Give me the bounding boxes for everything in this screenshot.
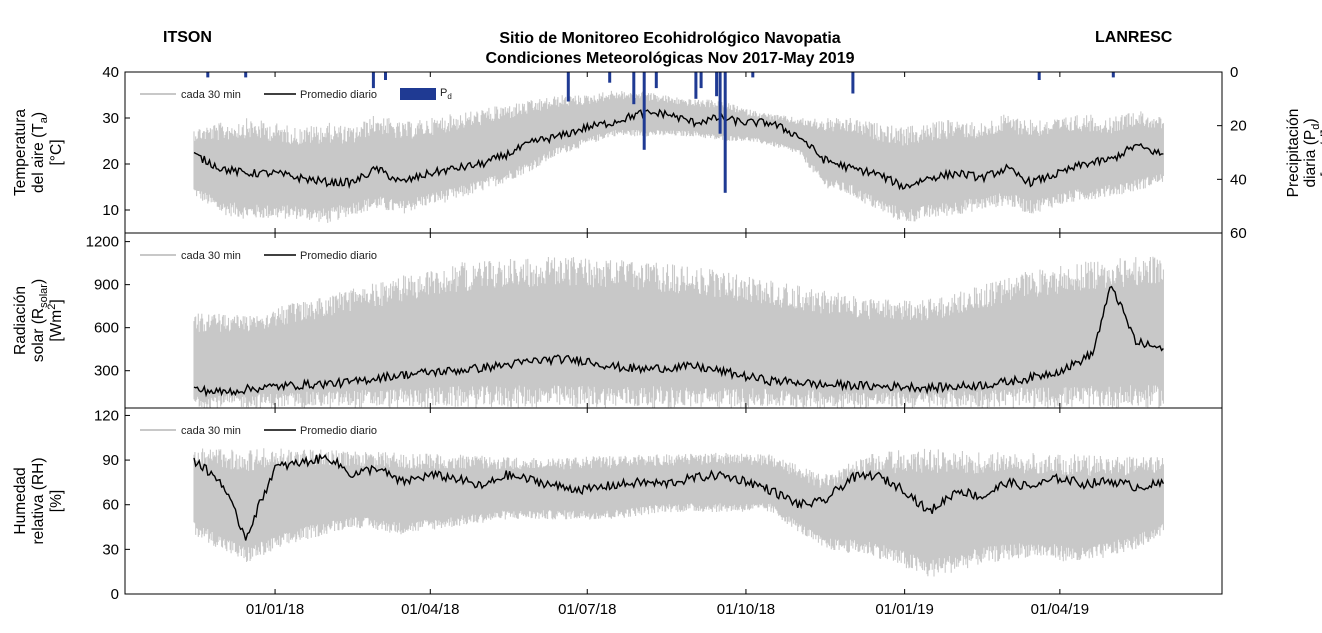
legend-humidity: cada 30 min Promedio diario — [140, 425, 377, 437]
right-y-tick-label: 20 — [1230, 118, 1247, 135]
y-label-line-2: relativa (RH) — [30, 458, 47, 545]
panel-temperature-plot-area — [193, 72, 1164, 223]
y-tick-label: 40 — [102, 64, 119, 81]
precip-bar — [384, 72, 387, 80]
legend-temperature: cada 30 min Promedio diario Pd — [140, 87, 452, 101]
y-tick-label: 0 — [111, 586, 119, 603]
x-tick-label: 01/01/18 — [246, 601, 304, 618]
precip-bar — [632, 72, 636, 105]
precip-bar — [694, 72, 698, 99]
precip-bar — [654, 72, 658, 89]
right-y-label-line-2: diaria (Pd) — [1302, 118, 1322, 187]
right-y-label-line-1: Precipitación — [1285, 109, 1302, 198]
y-label-line-3: [°C] — [48, 139, 65, 165]
series-promedio-diario — [193, 285, 1164, 398]
precip-bar — [566, 72, 570, 102]
precip-bar — [715, 72, 719, 97]
series-promedio-diario — [193, 108, 1164, 191]
y-label-line-2: del aire (Ta) — [30, 112, 50, 193]
precip-bar — [244, 72, 248, 78]
panel-radiation-plot-area — [193, 256, 1164, 408]
y-tick-label: 10 — [102, 202, 119, 219]
precip-bar — [718, 72, 722, 134]
y-label-line-3: [Wm2] — [46, 299, 65, 341]
legend-label-daily: Promedio diario — [300, 425, 377, 437]
right-y-tick-label: 0 — [1230, 64, 1238, 81]
panel-temperature: 0 20 40 60 Precipitación diaria (Pd)[mm/d] 10 2… — [12, 64, 1322, 242]
y-tick-label: 30 — [102, 110, 119, 127]
panel-radiation: 300 600 900 1200 Radiación solar (Rsolar)[Wm2… — [12, 232, 1223, 409]
panel-humidity: 0 30 60 90 120 01/01/18 01/04/18 01/07/18 01/10/… — [12, 407, 1223, 618]
legend-label-raw: cada 30 min — [181, 89, 241, 101]
y-label-line-2: solar (Rsolar) — [30, 279, 50, 362]
y-tick-label: 60 — [102, 497, 119, 514]
y-tick-label: 600 — [94, 320, 119, 337]
y-label-line-1: Radiación — [12, 286, 29, 355]
right-y-tick-label: 60 — [1230, 225, 1247, 242]
y-axis-label-humidity: Humedad relativa (RH) [%] — [12, 458, 65, 545]
legend-label-raw: cada 30 min — [181, 250, 241, 262]
right-y-axis-label: Precipitación diaria (Pd)[mm/d] — [1285, 109, 1322, 198]
y-label-line-3: [%] — [48, 490, 65, 512]
figure-title: Sitio de Monitoreo Ecohidrológico Navopa… — [499, 30, 841, 47]
precip-bar — [371, 72, 375, 89]
series-cada-30-min — [193, 90, 1164, 223]
right-y-label-line-3: [mm/d] — [1319, 129, 1322, 176]
legend-label-daily: Promedio diario — [300, 250, 377, 262]
y-tick-label: 20 — [102, 156, 119, 173]
y-tick-label: 900 — [94, 277, 119, 294]
precip-bar — [1111, 72, 1115, 78]
y-tick-label: 1200 — [86, 234, 119, 251]
legend-swatch-precip — [400, 88, 436, 100]
x-tick-label: 01/01/19 — [875, 601, 933, 618]
x-tick-label: 01/04/19 — [1031, 601, 1089, 618]
precip-bar — [642, 72, 646, 150]
figure-title-block: Sitio de Monitoreo Ecohidrológico Navopa… — [380, 29, 960, 69]
header-right-label: LANRESC — [1095, 29, 1173, 46]
y-axis-label-radiation: Radiación solar (Rsolar)[Wm2] — [12, 279, 65, 362]
precip-bar — [851, 72, 855, 94]
precip-bar — [751, 72, 755, 78]
header-left-label: ITSON — [163, 29, 212, 46]
y-tick-label: 90 — [102, 452, 119, 469]
y-tick-label: 120 — [94, 407, 119, 424]
legend-radiation: cada 30 min Promedio diario — [140, 250, 377, 262]
y-tick-label: 30 — [102, 541, 119, 558]
right-y-tick-label: 40 — [1230, 171, 1247, 188]
precip-bar — [699, 72, 703, 89]
y-tick-label: 300 — [94, 363, 119, 380]
series-promedio-diario — [193, 453, 1165, 541]
precip-bar — [206, 72, 210, 78]
y-label-line-1: Temperatura — [12, 109, 29, 196]
precip-bar — [723, 72, 727, 193]
legend-label-daily: Promedio diario — [300, 89, 377, 101]
panel-frame — [124, 407, 1223, 595]
legend-label-precip: Pd — [440, 87, 452, 101]
panel-humidity-plot-area — [193, 448, 1165, 577]
x-tick-label: 01/10/18 — [717, 601, 775, 618]
legend-label-raw: cada 30 min — [181, 425, 241, 437]
series-cada-30-min — [193, 256, 1164, 408]
precip-bar — [608, 72, 612, 83]
x-tick-label: 01/04/18 — [401, 601, 459, 618]
figure-subtitle: Condiciones Meteorológicas Nov 2017-May … — [485, 50, 855, 67]
y-axis-label-temperature: Temperatura del aire (Ta)[°C] — [12, 109, 65, 196]
precip-bar — [1037, 72, 1041, 80]
y-label-line-1: Humedad — [12, 467, 29, 534]
x-tick-label: 01/07/18 — [558, 601, 616, 618]
